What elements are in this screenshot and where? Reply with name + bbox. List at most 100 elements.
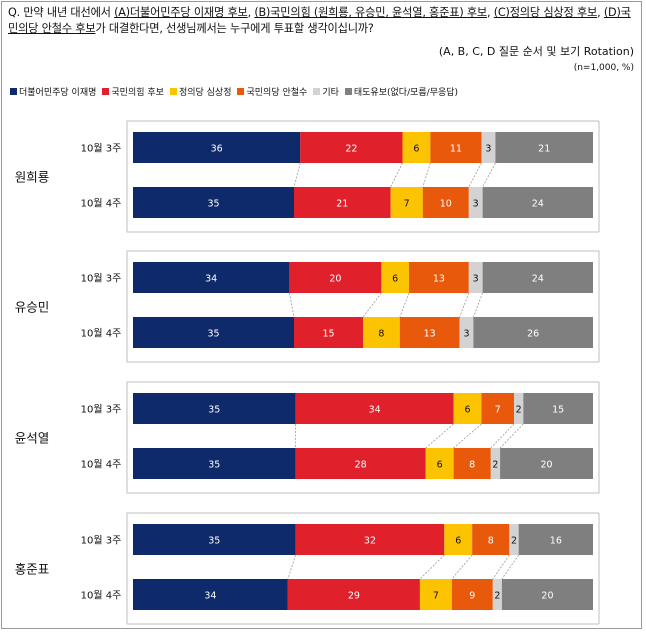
question-prefix: Q. 만약 내년 대선에서 <box>8 6 115 19</box>
bar-segment <box>289 262 382 293</box>
bar-segment <box>518 524 593 555</box>
question-separator: , <box>247 6 255 19</box>
connector-line <box>390 162 403 188</box>
bar-value-label: 35 <box>208 460 220 471</box>
bar-value-label: 3 <box>463 329 469 340</box>
bar-value-label: 2 <box>511 536 517 547</box>
bar-value-label: 6 <box>437 460 443 471</box>
question-separator: , <box>487 6 494 19</box>
connector-line <box>289 292 295 318</box>
bar-segment <box>133 448 296 479</box>
bar-segment <box>468 187 483 218</box>
legend-label: 태도유보(없다/모름/무응답) <box>353 88 459 98</box>
connector-line <box>362 292 382 318</box>
bar-segment <box>390 187 423 218</box>
bar-value-label: 35 <box>208 405 220 416</box>
group-label: 홍준표 <box>15 562 50 577</box>
legend-label: 정의당 심상정 <box>178 88 232 98</box>
bar-segment <box>492 579 502 610</box>
bar-segment <box>399 317 460 348</box>
bar-value-label: 6 <box>392 274 398 285</box>
legend-swatch <box>313 88 321 95</box>
connector-line <box>490 423 515 449</box>
bar-value-label: 11 <box>450 144 462 155</box>
bar-value-label: 8 <box>378 329 384 340</box>
bar-segment <box>444 524 473 555</box>
bar-value-label: 6 <box>413 144 419 155</box>
question-option-c: (C)정의당 심상정 후보 <box>493 6 598 19</box>
bar-segment <box>482 187 593 218</box>
connector-line <box>451 554 473 580</box>
bar-value-label: 29 <box>348 591 360 602</box>
row-label: 10월 4주 <box>81 459 122 471</box>
bar-segment <box>523 393 593 424</box>
bar-segment <box>287 579 420 610</box>
bar-segment <box>468 262 483 293</box>
connector-line <box>419 554 445 580</box>
bar-value-label: 21 <box>336 199 348 210</box>
bar-segment <box>425 448 454 479</box>
bar-value-label: 20 <box>541 591 553 602</box>
bar-value-label: 34 <box>369 405 381 416</box>
connector-line <box>501 554 519 580</box>
bar-segment <box>419 579 452 610</box>
bar-value-label: 3 <box>485 144 491 155</box>
row-label: 10월 3주 <box>81 535 122 547</box>
bar-segment <box>295 448 426 479</box>
legend-item: 더불어민주당 이재명 <box>10 85 96 98</box>
bar-segment <box>473 317 593 348</box>
group-label: 윤석열 <box>15 431 50 446</box>
question-option-d: (D)국민의당 안철수 후보 <box>8 6 631 35</box>
bar-value-label: 35 <box>207 329 219 340</box>
legend-swatch <box>102 88 110 95</box>
connector-line <box>425 423 454 449</box>
row-label: 10월 4주 <box>81 590 122 602</box>
connector-line <box>453 423 482 449</box>
connector-line <box>468 162 482 188</box>
bar-segment <box>133 524 296 555</box>
legend-item: 태도유보(없다/모름/무응답) <box>344 85 459 98</box>
legend-swatch <box>344 88 352 95</box>
legend: 더불어민주당 이재명 국민의힘 후보 정의당 심상정 국민의당 안철수 기타 태도유보(없… <box>10 85 464 98</box>
row-label: 10월 3주 <box>81 273 122 285</box>
bar-value-label: 9 <box>469 591 475 602</box>
legend-label: 기타 <box>322 88 339 98</box>
bar-segment <box>459 317 474 348</box>
connector-line <box>422 162 431 188</box>
bar-value-label: 35 <box>207 199 219 210</box>
bar-segment <box>294 187 391 218</box>
group-bracket <box>126 512 599 625</box>
bar-value-label: 24 <box>532 274 544 285</box>
legend-label: 국민의당 안철수 <box>246 88 308 98</box>
connector-line <box>293 162 301 188</box>
connector-line <box>287 554 297 580</box>
connector-line <box>473 292 483 318</box>
bar-value-label: 15 <box>322 329 334 340</box>
legend-item: 정의당 심상정 <box>169 85 232 98</box>
legend-swatch <box>237 88 245 95</box>
bar-value-label: 20 <box>329 274 341 285</box>
bar-value-label: 13 <box>433 274 445 285</box>
bar-segment <box>481 393 515 424</box>
bar-value-label: 20 <box>540 460 552 471</box>
bar-value-label: 16 <box>550 536 562 547</box>
connector-line <box>492 554 510 580</box>
bar-segment <box>133 132 301 163</box>
question-option-b: (B)국민의힘 (원희룡, 유승민, 윤석열, 홍준표) 후보 <box>254 6 488 19</box>
bar-segment <box>133 187 294 218</box>
bar-segment <box>495 132 593 163</box>
group-bracket <box>126 120 599 233</box>
bar-segment <box>451 579 493 610</box>
bar-segment <box>363 317 400 348</box>
bar-value-label: 8 <box>488 536 494 547</box>
bar-value-label: 8 <box>469 460 475 471</box>
bar-value-label: 26 <box>527 329 539 340</box>
bar-value-label: 2 <box>516 405 522 416</box>
bar-value-label: 28 <box>355 460 367 471</box>
connector-line <box>499 423 524 449</box>
bar-segment <box>500 448 593 479</box>
legend-swatch <box>10 88 17 95</box>
legend-label: 국민의힘 후보 <box>111 88 164 98</box>
bar-value-label: 21 <box>538 144 550 155</box>
